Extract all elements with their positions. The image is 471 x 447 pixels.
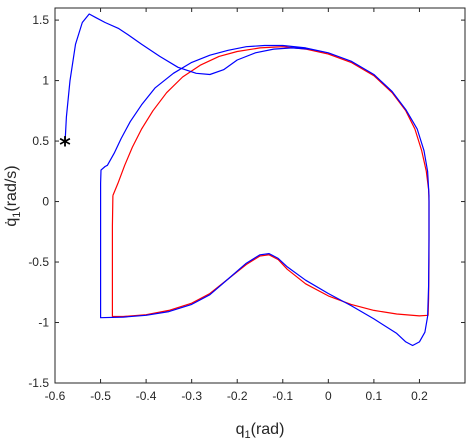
x-axis-label: q1(rad) bbox=[236, 421, 285, 441]
plot-frame bbox=[54, 7, 466, 384]
x-tick-label: 0.2 bbox=[411, 389, 428, 403]
x-tick-label: 0.1 bbox=[366, 389, 383, 403]
y-tick-label: 1.5 bbox=[32, 13, 49, 27]
x-tick-label: -0.1 bbox=[272, 389, 293, 403]
y-tick-label: -1 bbox=[38, 316, 49, 330]
x-tick-label: -0.4 bbox=[136, 389, 157, 403]
y-tick-label: 0.5 bbox=[32, 134, 49, 148]
plot-content: * bbox=[59, 13, 430, 347]
y-tick-label: 1 bbox=[42, 74, 49, 88]
y-tick-label: -1.5 bbox=[28, 376, 49, 390]
tick-labels: -0.6 -0.5 -0.4 -0.3 -0.2 -0.1 0 0.1 0.2 -1.5 -1 -0.… bbox=[28, 13, 428, 403]
x-tick-label: -0.5 bbox=[90, 389, 111, 403]
start-marker: * bbox=[59, 133, 71, 158]
x-tick-label: -0.3 bbox=[181, 389, 202, 403]
x-tick-label: 0 bbox=[325, 389, 332, 403]
x-tick-label: -0.2 bbox=[227, 389, 248, 403]
y-tick-label: -0.5 bbox=[28, 255, 49, 269]
y-tick-label: 0 bbox=[42, 195, 49, 209]
series-line-2 bbox=[64, 13, 430, 347]
plot-background bbox=[55, 8, 465, 383]
y-axis-label: q̇1(rad/s) bbox=[3, 165, 23, 226]
x-tick-label: -0.6 bbox=[45, 389, 66, 403]
